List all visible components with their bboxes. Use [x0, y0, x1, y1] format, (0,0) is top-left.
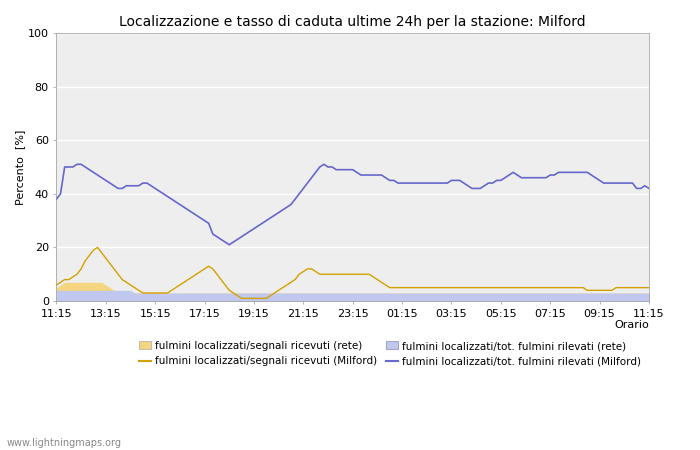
- Title: Localizzazione e tasso di caduta ultime 24h per la stazione: Milford: Localizzazione e tasso di caduta ultime …: [120, 15, 586, 29]
- Legend: fulmini localizzati/segnali ricevuti (rete), fulmini localizzati/segnali ricevut: fulmini localizzati/segnali ricevuti (re…: [139, 341, 641, 366]
- Text: www.lightningmaps.org: www.lightningmaps.org: [7, 438, 122, 448]
- Text: Orario: Orario: [614, 320, 649, 330]
- Y-axis label: Percento  [%]: Percento [%]: [15, 129, 25, 205]
